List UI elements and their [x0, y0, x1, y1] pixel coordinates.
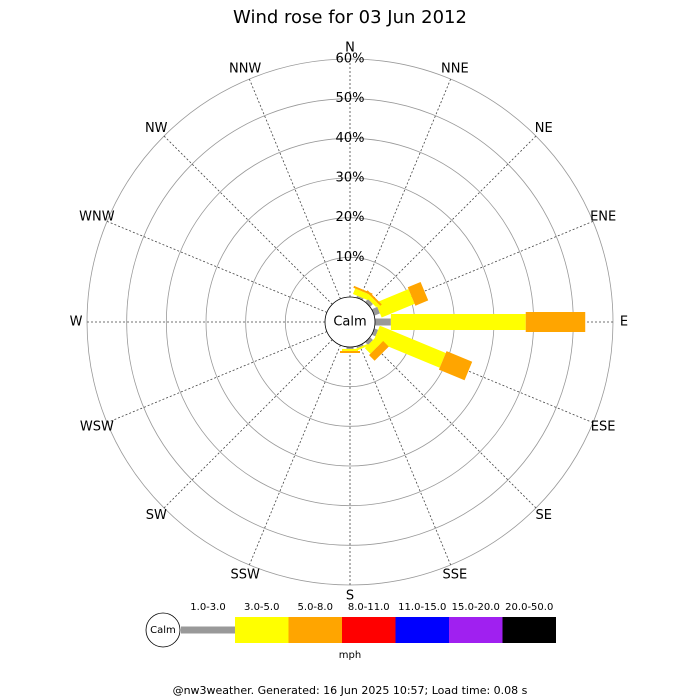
direction-label: NNW — [229, 61, 261, 76]
direction-label: SW — [146, 508, 167, 523]
calm-circle — [324, 296, 376, 348]
bar-segment — [373, 325, 446, 368]
direction-label: SE — [536, 508, 552, 523]
bar-segment — [375, 289, 415, 318]
direction-label: SSW — [230, 568, 260, 583]
r-tick-label: 10% — [336, 250, 365, 265]
legend-swatch — [395, 617, 449, 643]
direction-label: ESE — [591, 419, 616, 434]
r-tick-label: 20% — [336, 210, 365, 225]
bar-segment — [525, 312, 586, 332]
legend-label: 1.0-3.0 — [190, 602, 225, 613]
direction-label: SSE — [442, 568, 467, 583]
bar-segment — [369, 341, 389, 361]
r-tick-label: 50% — [336, 91, 365, 106]
legend-calm — [145, 612, 181, 648]
bar-segment — [365, 337, 373, 345]
bar-segment — [356, 295, 364, 301]
legend-swatch — [342, 617, 396, 643]
legend-label: 11.0-15.0 — [398, 602, 446, 613]
direction-label: WNW — [79, 210, 115, 225]
bar-segment — [340, 350, 360, 353]
direction-label: S — [346, 589, 354, 604]
legend-swatch — [288, 617, 342, 643]
calm-label: Calm — [333, 315, 366, 330]
chart-title: Wind rose for 03 Jun 2012 — [233, 7, 467, 28]
bar-segment — [342, 348, 358, 351]
direction-label: ENE — [590, 210, 616, 225]
direction-label: NNE — [441, 61, 469, 76]
bar-segment — [390, 314, 526, 330]
direction-label: N — [345, 41, 355, 56]
bar-segment — [356, 343, 364, 349]
bar-segment — [371, 328, 379, 337]
legend-swatch — [502, 617, 556, 643]
bar-segment — [364, 293, 379, 308]
legend-label: 5.0-8.0 — [298, 602, 333, 613]
bar-segment — [346, 347, 354, 349]
legend-swatch — [181, 626, 235, 634]
bar-segment — [365, 299, 373, 307]
bar-segment — [352, 288, 370, 301]
legend-label: 8.0-11.0 — [348, 602, 390, 613]
direction-label: W — [70, 315, 83, 330]
bar-segment — [364, 336, 382, 354]
bar-segment — [366, 290, 382, 306]
legend-label: 20.0-50.0 — [505, 602, 553, 613]
legend-swatch — [235, 617, 289, 643]
legend-swatch — [449, 617, 503, 643]
bar-segment — [375, 318, 391, 326]
direction-label: NW — [145, 121, 168, 136]
direction-label: NE — [535, 121, 553, 136]
r-tick-label: 60% — [336, 52, 365, 67]
legend-label: 3.0-5.0 — [244, 602, 279, 613]
direction-label: WSW — [80, 419, 114, 434]
r-tick-label: 30% — [336, 171, 365, 186]
bar-segment — [407, 281, 429, 306]
legend-unit: mph — [339, 650, 361, 661]
legend-label: 15.0-20.0 — [452, 602, 500, 613]
legend-calm-label: Calm — [150, 625, 176, 636]
bar-segment — [438, 351, 473, 381]
footer: @nw3weather. Generated: 16 Jun 2025 10:5… — [173, 684, 528, 697]
direction-label: E — [620, 315, 628, 330]
r-tick-label: 40% — [336, 131, 365, 146]
